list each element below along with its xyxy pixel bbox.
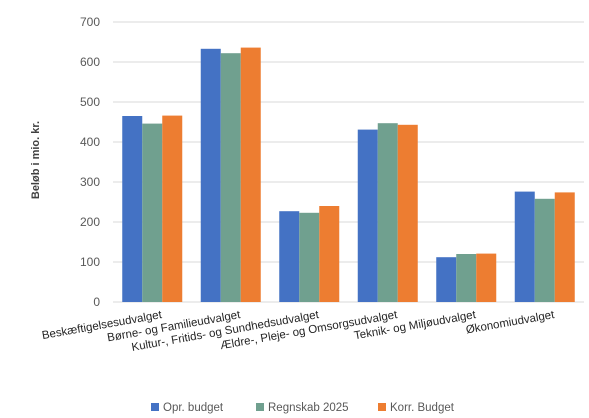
gridlines <box>113 21 584 303</box>
legend-item: Regnskab 2025 <box>256 402 349 414</box>
y-tick-label: 200 <box>80 215 100 229</box>
y-tick-label: 0 <box>93 295 100 309</box>
bar <box>319 206 340 302</box>
bar <box>377 123 398 302</box>
bar <box>122 116 143 302</box>
bars <box>122 47 575 303</box>
bar <box>397 124 418 302</box>
bar <box>554 192 575 302</box>
legend-item: Opr. budget <box>151 402 224 414</box>
legend: Opr. budget Regnskab 2025 Korr. Budget <box>151 402 455 414</box>
bar <box>299 212 320 302</box>
bar <box>456 254 477 302</box>
y-axis-title: Beløb i mio. kr. <box>30 121 42 199</box>
y-tick-label: 100 <box>80 255 100 269</box>
y-tick-label: 600 <box>80 55 100 69</box>
bar <box>162 115 183 302</box>
y-tick-label: 500 <box>80 95 100 109</box>
bar <box>476 253 497 302</box>
legend-swatch <box>378 403 386 411</box>
legend-label: Regnskab 2025 <box>268 402 349 414</box>
legend-swatch <box>256 403 264 411</box>
x-category-label: Økonomiudvalget <box>465 309 556 336</box>
bar <box>436 257 457 302</box>
y-tick-label: 400 <box>80 135 100 149</box>
bar <box>220 53 241 303</box>
legend-item: Korr. Budget <box>378 402 455 414</box>
y-tick-label: 700 <box>80 15 100 29</box>
bar <box>514 191 535 302</box>
bar <box>240 47 261 302</box>
legend-label: Opr. budget <box>163 402 224 414</box>
bar <box>357 129 378 302</box>
y-axis-ticks: 0 100 200 300 400 500 600 700 <box>80 15 100 309</box>
bar <box>142 123 163 302</box>
bar <box>279 211 300 302</box>
legend-swatch <box>151 403 159 411</box>
legend-label: Korr. Budget <box>390 402 455 414</box>
y-tick-label: 300 <box>80 175 100 189</box>
bar <box>534 198 555 302</box>
bar <box>200 48 221 302</box>
